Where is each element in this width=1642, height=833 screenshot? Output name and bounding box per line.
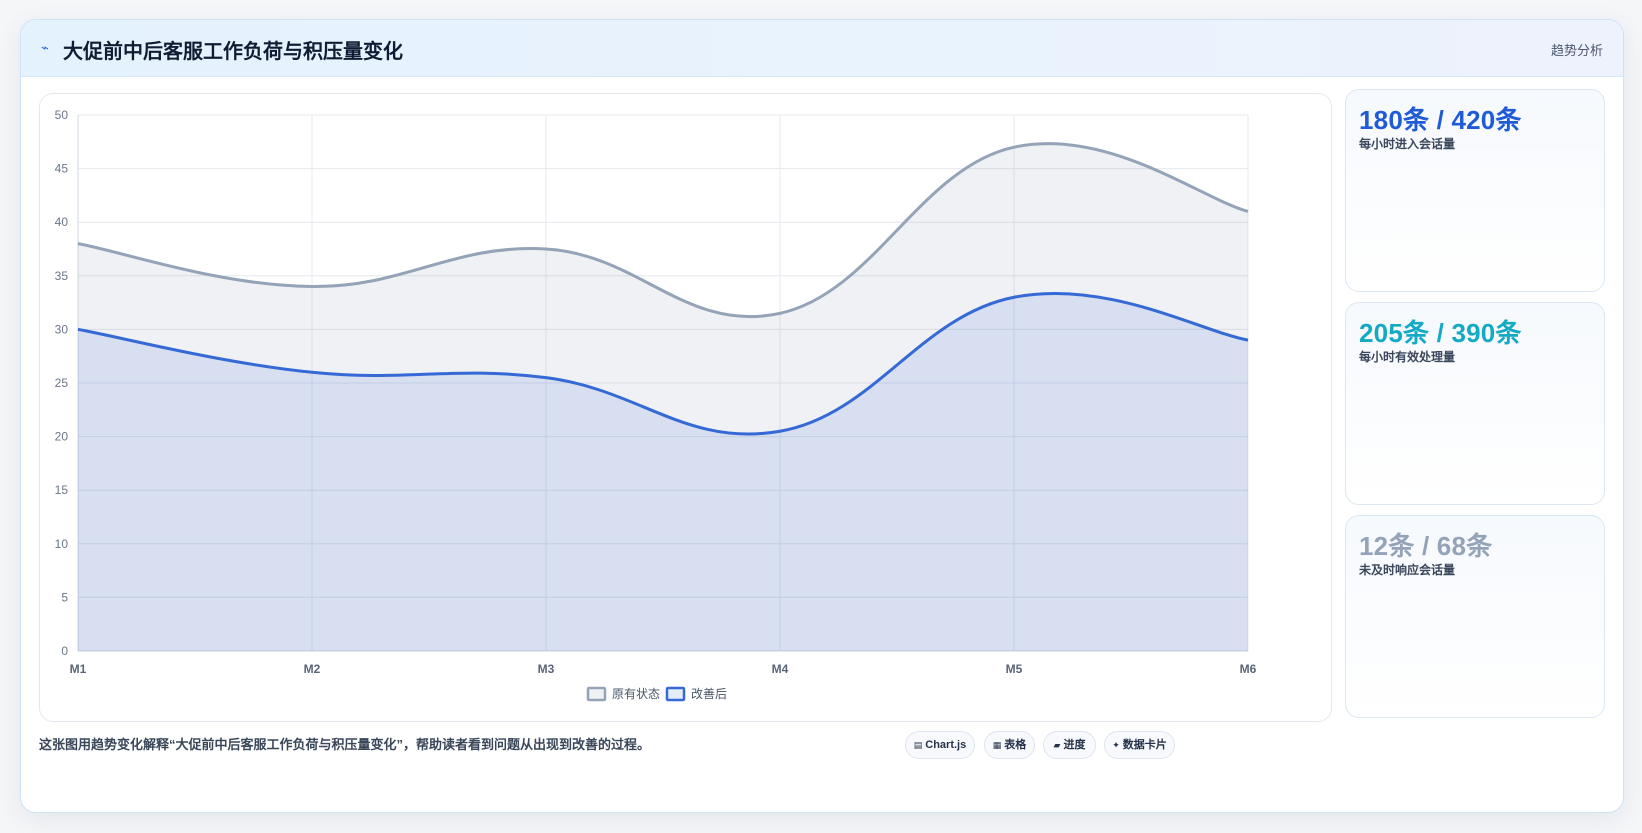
pill-label: 表格 <box>1004 739 1027 751</box>
series-line-1 <box>77 291 1249 436</box>
stat-label: 每小时进入会话量 <box>1359 137 1456 151</box>
y-tick-label: 40 <box>55 215 69 229</box>
x-tick-label: M3 <box>538 662 555 676</box>
area-chart: 0 5 10 15 20 25 30 35 40 45 50 M1 M2 M3 M4 M5 M6 原有状态 改善后 <box>55 108 1257 702</box>
card-header: ⌁ 大促前中后客服工作负荷与积压量变化 趋势分析 <box>21 20 1623 77</box>
stat-label: 未及时响应会话量 <box>1359 563 1456 577</box>
y-tick-label: 20 <box>55 430 69 444</box>
chart-panel: 0 5 10 15 20 25 30 35 40 45 50 M1 M2 M3 M4 M5 M6 原有状态 改善后 <box>39 93 1332 722</box>
pulse-icon: ⌁ <box>41 40 49 55</box>
stat-value: 12条 / 68条 <box>1359 531 1493 561</box>
series-area-0 <box>78 143 1248 651</box>
x-tick-label: M5 <box>1006 662 1023 676</box>
stat-label: 每小时有效处理量 <box>1359 350 1456 364</box>
y-tick-label: 15 <box>55 483 69 497</box>
x-tick-label: M4 <box>772 662 789 676</box>
stat-value: 205条 / 390条 <box>1359 318 1522 348</box>
page-title: 大促前中后客服工作负荷与积压量变化 <box>63 41 403 63</box>
series-area-1 <box>78 293 1248 651</box>
y-tick-label: 45 <box>55 162 69 176</box>
dashboard-card: ⌁ 大促前中后客服工作负荷与积压量变化 趋势分析 0 5 10 15 20 25 30 35 4… <box>20 19 1624 813</box>
legend-label-0: 原有状态 <box>612 687 660 701</box>
chart-icon: ▤ <box>913 740 923 750</box>
y-tick-label: 25 <box>55 376 69 390</box>
x-tick-label: M2 <box>304 662 321 676</box>
progress-icon: ▰ <box>1053 740 1061 750</box>
pill-label: 数据卡片 <box>1122 739 1167 751</box>
pill-label: Chart.js <box>925 739 967 751</box>
pill-chartjs[interactable]: ▤ Chart.js <box>905 731 975 759</box>
legend-swatch-0 <box>586 686 607 702</box>
x-tick-label: M6 <box>1240 662 1257 676</box>
series-line-0 <box>77 142 1249 319</box>
stat-card-incoming: 180条 / 420条 每小时进入会话量 <box>1345 89 1605 292</box>
analysis-tag: 趋势分析 <box>1550 43 1603 58</box>
table-icon: ▦ <box>992 740 1002 750</box>
y-tick-label: 50 <box>55 108 69 122</box>
legend-swatch-1 <box>665 686 686 702</box>
stat-value: 180条 / 420条 <box>1359 105 1522 135</box>
pill-table[interactable]: ▦ 表格 <box>984 731 1035 759</box>
stat-card-handled: 205条 / 390条 每小时有效处理量 <box>1345 302 1605 505</box>
y-tick-label: 30 <box>55 322 69 336</box>
stat-card-unanswered: 12条 / 68条 未及时响应会话量 <box>1345 515 1605 718</box>
pill-label: 进度 <box>1063 739 1086 751</box>
pill-data-cards[interactable]: ✦ 数据卡片 <box>1104 731 1175 759</box>
chart-footnote: 这张图用趋势变化解释“大促前中后客服工作负荷与积压量变化”，帮助读者看到问题从出… <box>39 737 651 752</box>
legend-label-1: 改善后 <box>691 686 727 701</box>
pill-progress[interactable]: ▰ 进度 <box>1043 731 1096 759</box>
y-tick-label: 5 <box>61 590 68 604</box>
y-tick-label: 10 <box>55 537 69 551</box>
x-tick-label: M1 <box>70 662 87 676</box>
y-tick-label: 35 <box>55 269 69 283</box>
y-tick-label: 0 <box>61 644 68 658</box>
sparkle-icon: ✦ <box>1112 740 1120 750</box>
